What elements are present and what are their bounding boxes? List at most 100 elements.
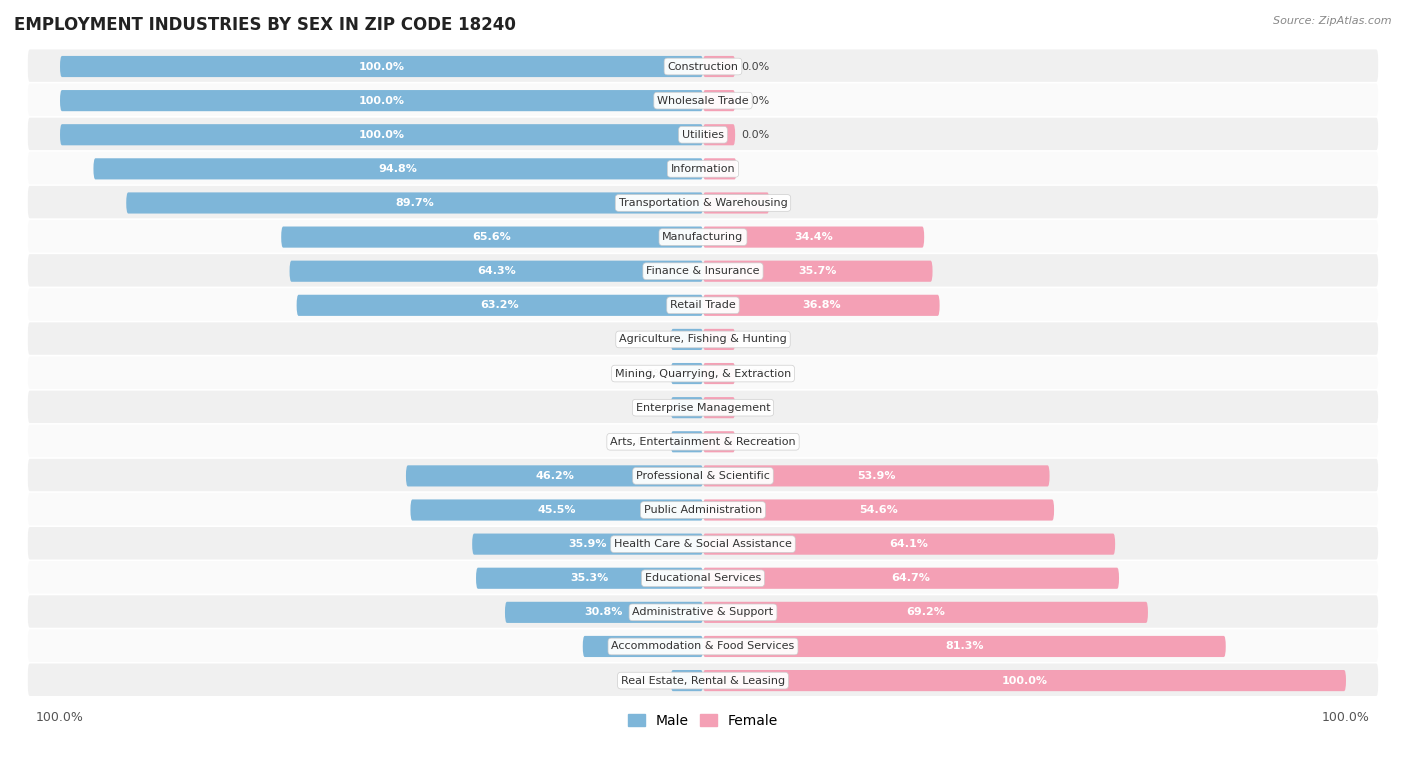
- FancyBboxPatch shape: [505, 601, 703, 623]
- Text: 34.4%: 34.4%: [794, 232, 832, 242]
- FancyBboxPatch shape: [671, 363, 703, 384]
- FancyBboxPatch shape: [281, 227, 703, 248]
- Text: 35.3%: 35.3%: [571, 573, 609, 584]
- Text: 100.0%: 100.0%: [359, 95, 405, 106]
- FancyBboxPatch shape: [703, 397, 735, 418]
- FancyBboxPatch shape: [28, 322, 1378, 355]
- Text: 45.5%: 45.5%: [537, 505, 576, 515]
- FancyBboxPatch shape: [28, 561, 1378, 594]
- FancyBboxPatch shape: [671, 431, 703, 452]
- Text: Health Care & Social Assistance: Health Care & Social Assistance: [614, 539, 792, 549]
- FancyBboxPatch shape: [477, 568, 703, 589]
- FancyBboxPatch shape: [703, 601, 1147, 623]
- FancyBboxPatch shape: [28, 493, 1378, 525]
- FancyBboxPatch shape: [703, 670, 1346, 691]
- Text: Retail Trade: Retail Trade: [671, 300, 735, 310]
- Text: 10.3%: 10.3%: [717, 198, 755, 208]
- FancyBboxPatch shape: [28, 527, 1378, 559]
- Text: 36.8%: 36.8%: [801, 300, 841, 310]
- Text: Accommodation & Food Services: Accommodation & Food Services: [612, 642, 794, 652]
- Text: 0.0%: 0.0%: [741, 130, 770, 140]
- FancyBboxPatch shape: [60, 90, 703, 111]
- Text: Agriculture, Fishing & Hunting: Agriculture, Fishing & Hunting: [619, 334, 787, 345]
- FancyBboxPatch shape: [28, 186, 1378, 218]
- FancyBboxPatch shape: [297, 295, 703, 316]
- Text: 0.0%: 0.0%: [636, 676, 665, 685]
- FancyBboxPatch shape: [406, 466, 703, 487]
- Text: Professional & Scientific: Professional & Scientific: [636, 471, 770, 481]
- FancyBboxPatch shape: [582, 636, 703, 657]
- Text: Wholesale Trade: Wholesale Trade: [657, 95, 749, 106]
- Text: 54.6%: 54.6%: [859, 505, 898, 515]
- FancyBboxPatch shape: [703, 192, 769, 213]
- FancyBboxPatch shape: [28, 255, 1378, 286]
- Text: Administrative & Support: Administrative & Support: [633, 608, 773, 618]
- FancyBboxPatch shape: [671, 397, 703, 418]
- FancyBboxPatch shape: [703, 431, 735, 452]
- Text: EMPLOYMENT INDUSTRIES BY SEX IN ZIP CODE 18240: EMPLOYMENT INDUSTRIES BY SEX IN ZIP CODE…: [14, 16, 516, 33]
- FancyBboxPatch shape: [28, 390, 1378, 423]
- Text: 0.0%: 0.0%: [741, 403, 770, 413]
- FancyBboxPatch shape: [671, 329, 703, 350]
- FancyBboxPatch shape: [60, 124, 703, 145]
- Text: Finance & Insurance: Finance & Insurance: [647, 266, 759, 276]
- Text: 35.9%: 35.9%: [568, 539, 607, 549]
- Text: Enterprise Management: Enterprise Management: [636, 403, 770, 413]
- FancyBboxPatch shape: [703, 534, 1115, 555]
- FancyBboxPatch shape: [28, 288, 1378, 320]
- FancyBboxPatch shape: [703, 500, 1054, 521]
- Text: Information: Information: [671, 164, 735, 174]
- FancyBboxPatch shape: [703, 90, 735, 111]
- Text: 0.0%: 0.0%: [741, 61, 770, 71]
- Text: Arts, Entertainment & Recreation: Arts, Entertainment & Recreation: [610, 437, 796, 447]
- FancyBboxPatch shape: [28, 84, 1378, 116]
- Text: Educational Services: Educational Services: [645, 573, 761, 584]
- Text: 100.0%: 100.0%: [359, 130, 405, 140]
- Text: 0.0%: 0.0%: [636, 437, 665, 447]
- Text: 0.0%: 0.0%: [741, 334, 770, 345]
- FancyBboxPatch shape: [28, 220, 1378, 252]
- Legend: Male, Female: Male, Female: [623, 708, 783, 733]
- Text: Utilities: Utilities: [682, 130, 724, 140]
- FancyBboxPatch shape: [28, 356, 1378, 389]
- FancyBboxPatch shape: [60, 56, 703, 77]
- Text: Public Administration: Public Administration: [644, 505, 762, 515]
- FancyBboxPatch shape: [28, 152, 1378, 184]
- FancyBboxPatch shape: [703, 329, 735, 350]
- Text: 94.8%: 94.8%: [378, 164, 418, 174]
- FancyBboxPatch shape: [28, 629, 1378, 662]
- FancyBboxPatch shape: [671, 670, 703, 691]
- FancyBboxPatch shape: [127, 192, 703, 213]
- Text: Mining, Quarrying, & Extraction: Mining, Quarrying, & Extraction: [614, 369, 792, 379]
- Text: Construction: Construction: [668, 61, 738, 71]
- Text: 64.3%: 64.3%: [477, 266, 516, 276]
- Text: 69.2%: 69.2%: [905, 608, 945, 618]
- Text: Real Estate, Rental & Leasing: Real Estate, Rental & Leasing: [621, 676, 785, 685]
- FancyBboxPatch shape: [472, 534, 703, 555]
- Text: 89.7%: 89.7%: [395, 198, 434, 208]
- Text: 64.1%: 64.1%: [890, 539, 928, 549]
- FancyBboxPatch shape: [28, 663, 1378, 696]
- FancyBboxPatch shape: [28, 50, 1378, 81]
- FancyBboxPatch shape: [703, 261, 932, 282]
- FancyBboxPatch shape: [290, 261, 703, 282]
- Text: Manufacturing: Manufacturing: [662, 232, 744, 242]
- Text: Transportation & Warehousing: Transportation & Warehousing: [619, 198, 787, 208]
- Text: 0.0%: 0.0%: [636, 369, 665, 379]
- FancyBboxPatch shape: [703, 568, 1119, 589]
- FancyBboxPatch shape: [703, 56, 735, 77]
- FancyBboxPatch shape: [703, 466, 1049, 487]
- Text: 18.7%: 18.7%: [624, 642, 662, 652]
- FancyBboxPatch shape: [703, 227, 924, 248]
- Text: 0.0%: 0.0%: [636, 403, 665, 413]
- FancyBboxPatch shape: [703, 636, 1226, 657]
- Text: 53.9%: 53.9%: [858, 471, 896, 481]
- FancyBboxPatch shape: [411, 500, 703, 521]
- Text: 46.2%: 46.2%: [536, 471, 574, 481]
- Text: 65.6%: 65.6%: [472, 232, 512, 242]
- Text: 0.0%: 0.0%: [741, 95, 770, 106]
- Text: 0.0%: 0.0%: [741, 369, 770, 379]
- Text: 81.3%: 81.3%: [945, 642, 984, 652]
- Text: 63.2%: 63.2%: [481, 300, 519, 310]
- Text: 100.0%: 100.0%: [1001, 676, 1047, 685]
